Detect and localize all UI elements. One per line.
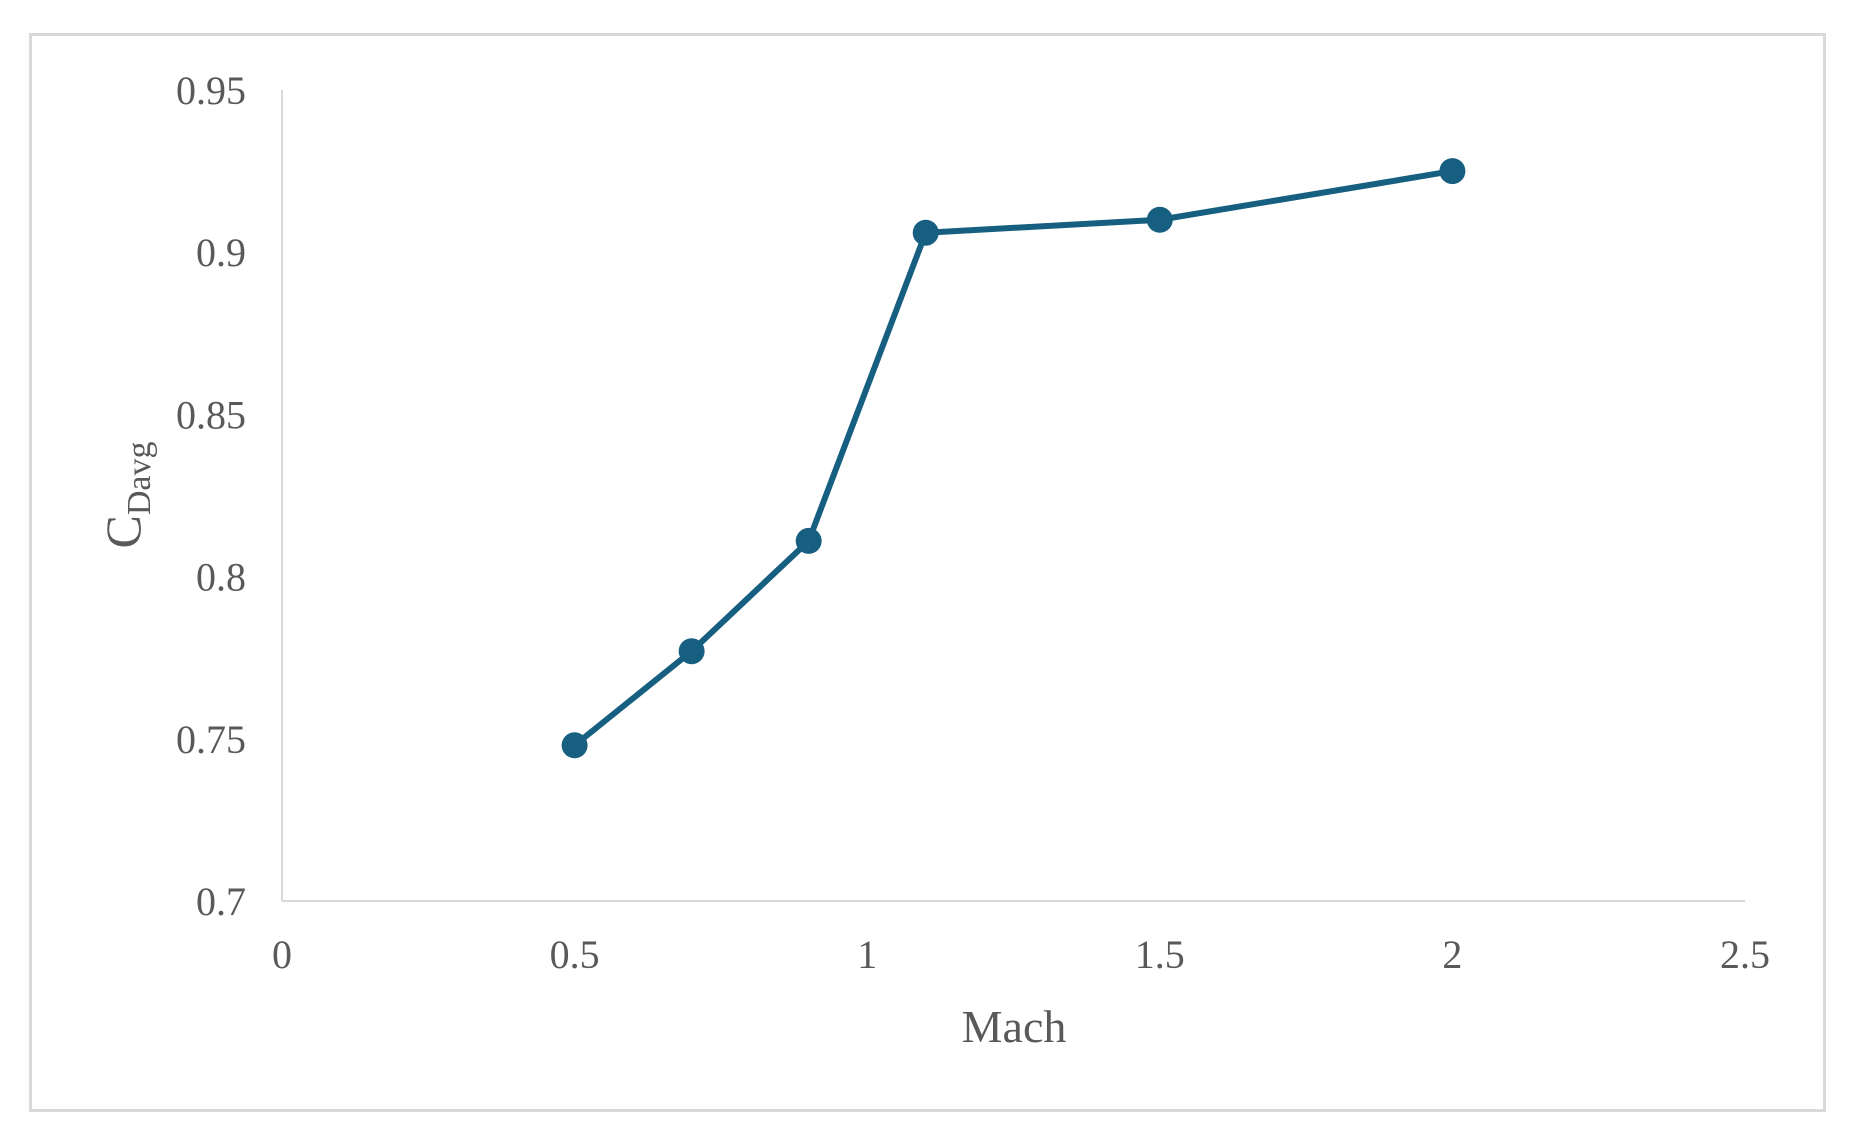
chart-frame [29,33,1826,1112]
x-tick-label: 0 [272,932,292,977]
y-axis-title-main: C [95,515,151,548]
x-tick-label: 2 [1442,932,1462,977]
y-tick-label: 0.9 [196,230,246,275]
x-tick-label: 1.5 [1135,932,1185,977]
data-point [912,219,939,246]
y-axis-title-subscript: Davg [121,441,158,515]
data-point [795,527,822,554]
axes [281,90,1745,902]
data-point [561,732,588,759]
y-tick-label: 0.95 [176,68,246,113]
y-tick-label: 0.8 [196,555,246,600]
x-tick-label: 2.5 [1720,932,1770,977]
x-axis-title: Mach [962,1001,1067,1052]
x-tick-label: 1 [857,932,877,977]
y-tick-labels: 0.7 0.75 0.8 0.85 0.9 0.95 [176,68,246,924]
data-point [1146,206,1173,233]
y-tick-label: 0.85 [176,392,246,437]
data-point [1439,158,1466,185]
y-axis-title: CDavg [95,441,158,548]
y-tick-label: 0.75 [176,717,246,762]
y-tick-label: 0.7 [196,879,246,924]
series-layer [561,158,1466,759]
data-point [678,638,705,665]
svg-text:CDavg: CDavg [95,441,158,548]
x-tick-label: 0.5 [550,932,600,977]
x-tick-labels: 0 0.5 1 1.5 2 2.5 [272,932,1770,977]
series-line [572,168,1453,748]
